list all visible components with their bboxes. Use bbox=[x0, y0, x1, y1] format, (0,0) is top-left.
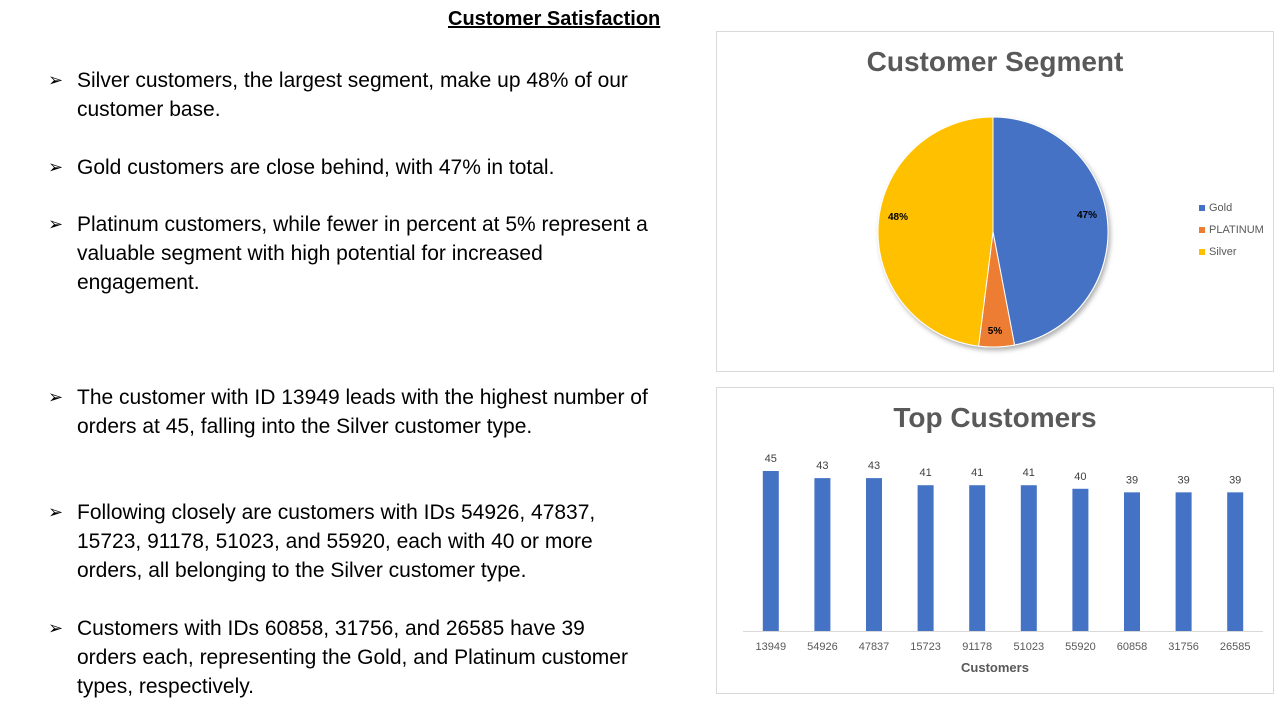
bar-data-label: 45 bbox=[765, 453, 777, 465]
legend-swatch-platinum bbox=[1199, 227, 1205, 233]
pie-slice-silver bbox=[877, 116, 994, 347]
bar-55920 bbox=[1072, 488, 1089, 631]
bar-60858 bbox=[1124, 492, 1140, 631]
bullet-item: ➢ Silver customers, the largest segment,… bbox=[48, 66, 648, 124]
bar-data-label: 39 bbox=[1177, 474, 1189, 486]
bullet-item: ➢ Gold customers are close behind, with … bbox=[48, 153, 648, 182]
bar-31756 bbox=[1175, 492, 1192, 631]
x-tick-label: 51023 bbox=[1014, 641, 1045, 653]
bar-47837 bbox=[866, 478, 882, 631]
bar-13949 bbox=[762, 471, 779, 631]
arrow-bullet-icon: ➢ bbox=[48, 70, 64, 91]
bullet-text: Following closely are customers with IDs… bbox=[77, 501, 596, 582]
bullet-text: Platinum customers, while fewer in perce… bbox=[77, 213, 648, 294]
x-tick-label: 60858 bbox=[1117, 641, 1148, 653]
page-title: Customer Satisfaction bbox=[448, 8, 661, 30]
top-customers-chart: Top Customers 45 13949 43 54926 43 47837 41 157… bbox=[716, 387, 1274, 694]
bar-15723 bbox=[917, 485, 934, 631]
arrow-bullet-icon: ➢ bbox=[48, 214, 64, 235]
x-tick-label: 91178 bbox=[962, 641, 992, 653]
bar-54926 bbox=[814, 478, 831, 631]
bullet-item: ➢ The customer with ID 13949 leads with … bbox=[48, 383, 648, 441]
bullet-item: ➢ Platinum customers, while fewer in per… bbox=[48, 210, 648, 297]
x-tick-label: 55920 bbox=[1065, 641, 1096, 653]
legend-label: Gold bbox=[1209, 202, 1233, 214]
bar-data-label: 41 bbox=[1023, 467, 1035, 479]
bar-data-label: 39 bbox=[1229, 474, 1241, 486]
bar-data-label: 41 bbox=[919, 467, 931, 479]
bullet-text: Customers with IDs 60858, 31756, and 265… bbox=[77, 617, 628, 698]
legend-item-gold: Gold bbox=[1199, 197, 1264, 219]
pie-legend: Gold PLATINUM Silver bbox=[1199, 197, 1264, 263]
customer-segment-chart: Customer Segment 47% 5% 48% Gold PLATINUM … bbox=[716, 31, 1274, 372]
x-tick-label: 47837 bbox=[859, 641, 890, 653]
bar-data-label: 43 bbox=[816, 460, 828, 472]
x-tick-label: 15723 bbox=[910, 641, 941, 653]
bar-chart-title: Top Customers bbox=[893, 402, 1097, 433]
x-tick-label: 31756 bbox=[1168, 641, 1199, 653]
legend-label: PLATINUM bbox=[1209, 224, 1264, 236]
legend-item-platinum: PLATINUM bbox=[1199, 219, 1264, 241]
bar-26585 bbox=[1227, 492, 1244, 631]
pie-data-label: 47% bbox=[1077, 210, 1097, 221]
bar-91178 bbox=[969, 485, 986, 631]
bullet-text: The customer with ID 13949 leads with th… bbox=[77, 386, 648, 438]
x-axis-title: Customers bbox=[961, 660, 1029, 675]
arrow-bullet-icon: ➢ bbox=[48, 157, 64, 178]
pie-data-label: 5% bbox=[988, 326, 1003, 337]
x-tick-label: 13949 bbox=[756, 641, 787, 653]
bullet-text: Silver customers, the largest segment, m… bbox=[77, 69, 628, 121]
bar-chart-canvas: 45 13949 43 54926 43 47837 41 15723 41 91178 41 510… bbox=[743, 453, 1263, 675]
pie-chart-canvas: 47% 5% 48% bbox=[877, 116, 1109, 348]
bullet-item: ➢ Customers with IDs 60858, 31756, and 2… bbox=[48, 614, 648, 701]
x-tick-label: 26585 bbox=[1220, 641, 1251, 653]
legend-swatch-gold bbox=[1199, 205, 1205, 211]
legend-swatch-silver bbox=[1199, 249, 1205, 255]
pie-data-label: 48% bbox=[888, 212, 908, 223]
legend-label: Silver bbox=[1209, 246, 1237, 258]
arrow-bullet-icon: ➢ bbox=[48, 387, 64, 408]
legend-item-silver: Silver bbox=[1199, 241, 1264, 263]
pie-slice-gold bbox=[992, 116, 1109, 346]
arrow-bullet-icon: ➢ bbox=[48, 618, 64, 639]
pie-chart-title: Customer Segment bbox=[866, 46, 1124, 77]
bar-data-label: 41 bbox=[971, 467, 983, 479]
x-tick-label: 54926 bbox=[807, 641, 838, 653]
bar-data-label: 40 bbox=[1074, 471, 1086, 483]
arrow-bullet-icon: ➢ bbox=[48, 502, 64, 523]
bar-data-label: 43 bbox=[868, 460, 880, 472]
bullet-text: Gold customers are close behind, with 47… bbox=[77, 156, 555, 179]
bar-data-label: 39 bbox=[1126, 474, 1138, 486]
bullet-item: ➢ Following closely are customers with I… bbox=[48, 498, 648, 585]
bar-51023 bbox=[1020, 485, 1037, 631]
